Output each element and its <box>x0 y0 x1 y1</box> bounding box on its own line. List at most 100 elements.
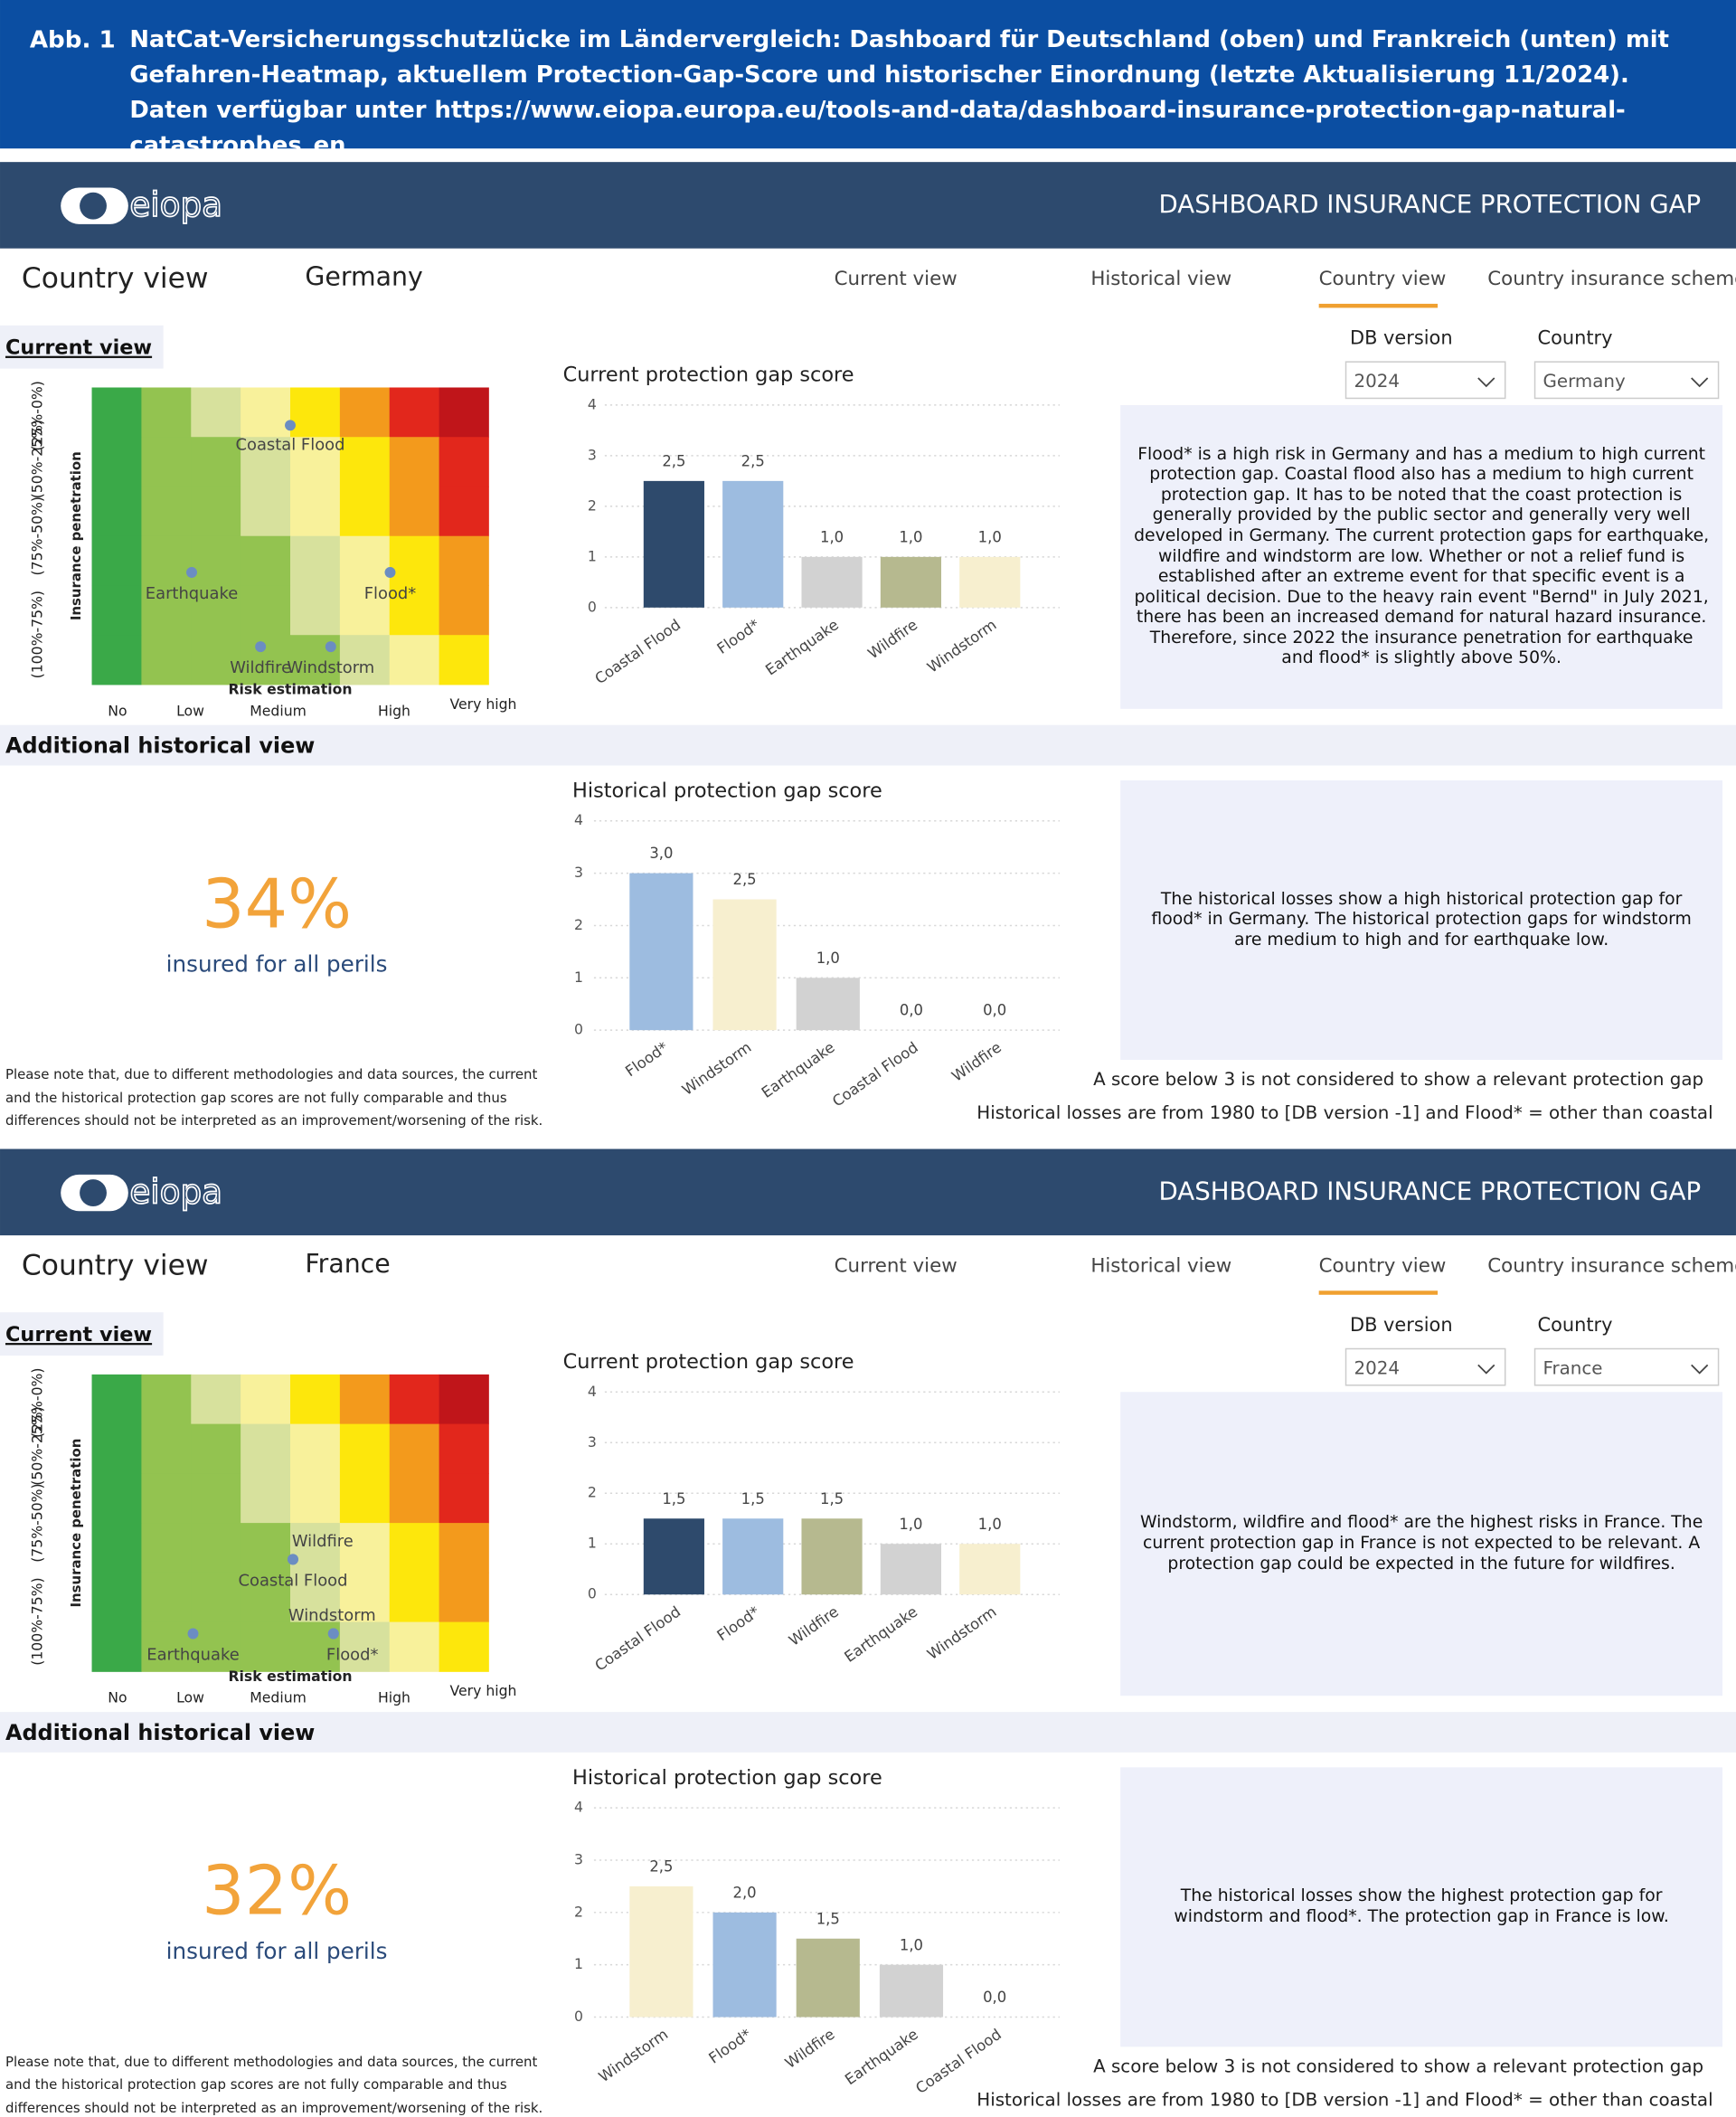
heatmap-cell <box>389 1374 439 1425</box>
value-label: 3,0 <box>649 845 673 862</box>
value-label: 0,0 <box>983 1002 1006 1019</box>
heatmap-cell <box>439 635 489 685</box>
heatmap-cell <box>339 635 391 685</box>
heatmap-cell <box>290 1523 341 1574</box>
nav-item[interactable]: Historical view <box>1090 268 1231 290</box>
x-category-label: Low <box>176 702 204 719</box>
x-tick-label: Wildfire <box>864 616 920 662</box>
nav-item[interactable]: Country insurance scheme <box>1487 1254 1736 1277</box>
heatmap-cell <box>91 437 142 487</box>
value-label: 2,5 <box>741 452 765 469</box>
value-label: 1,0 <box>899 528 922 545</box>
dropdown[interactable] <box>1533 361 1720 400</box>
heatmap-point-label: Coastal Flood <box>238 1571 347 1590</box>
y-tick-label: 1 <box>588 1535 597 1552</box>
section-title: Additional historical view <box>5 1720 315 1745</box>
bar <box>796 1938 860 2018</box>
heatmap-cell <box>339 1572 391 1623</box>
y-axis-label: Insurance penetration <box>68 451 84 620</box>
filter-label: Country <box>1538 1314 1613 1336</box>
x-category-label: High <box>378 1689 410 1706</box>
y-tick-label: 1 <box>588 547 597 564</box>
dropdown-value: Germany <box>1543 371 1625 392</box>
value-label: 1,5 <box>816 1910 840 1927</box>
heatmap-cell <box>91 1473 142 1524</box>
bar <box>880 556 941 608</box>
heatmap-cell <box>241 387 291 438</box>
heatmap-cell <box>339 1374 391 1425</box>
y-tick-label: 0 <box>588 1585 597 1602</box>
heatmap-point <box>285 420 296 431</box>
dropdown-chevron <box>1477 377 1495 388</box>
heatmap-cell <box>439 1621 489 1672</box>
nav-item[interactable]: Current view <box>835 268 958 290</box>
heatmap-cell <box>389 585 439 636</box>
heatmap-cell <box>439 1572 489 1623</box>
value-label: 1,5 <box>662 1490 685 1507</box>
tab-background <box>0 1312 164 1356</box>
heatmap-cell <box>290 1572 341 1623</box>
bar <box>959 556 1021 608</box>
y-tick-label: 4 <box>588 1383 597 1400</box>
bar <box>722 480 784 608</box>
nav-item[interactable]: Current view <box>835 1254 958 1277</box>
bar <box>712 1912 777 2018</box>
x-tick-label: Earthquake <box>762 616 842 678</box>
y-tick-label: 1 <box>574 969 583 986</box>
heatmap-point <box>186 567 197 578</box>
heatmap-cell <box>141 1423 192 1474</box>
heatmap-cell <box>389 1473 439 1524</box>
x-tick-label: Windstorm <box>679 1038 755 1098</box>
text-box <box>1120 780 1723 1060</box>
x-tick-label: Windstorm <box>924 1603 1000 1663</box>
heatmap-cell <box>439 1374 489 1425</box>
heatmap-cell <box>389 1572 439 1623</box>
heatmap-cell <box>339 535 391 586</box>
heatmap-cell <box>439 1423 489 1474</box>
x-category-label: Very high <box>450 1682 517 1699</box>
heatmap-cell <box>91 1572 142 1623</box>
value-label: 2,5 <box>649 1857 673 1875</box>
y-tick-label: 0 <box>588 598 597 615</box>
heatmap-cell <box>141 437 192 487</box>
bar <box>801 556 863 608</box>
dropdown[interactable] <box>1344 361 1506 400</box>
header-title: DASHBOARD INSURANCE PROTECTION GAP <box>1159 189 1702 219</box>
filter-label: DB version <box>1350 1314 1453 1336</box>
header-bar <box>0 162 1736 249</box>
nav-active-underline <box>1318 303 1439 308</box>
logo-emblem-core <box>80 192 107 220</box>
section-tab: Current view <box>5 1323 152 1347</box>
nav-item[interactable]: Country view <box>1319 268 1447 290</box>
section-band <box>0 724 1736 766</box>
y-tick-label: 3 <box>574 1850 583 1867</box>
dropdown[interactable] <box>1344 1347 1506 1386</box>
dropdown[interactable] <box>1533 1347 1720 1386</box>
heatmap-cell <box>339 1423 391 1474</box>
heatmap-cell <box>191 1572 241 1623</box>
current-text: Windstorm, wildfire and flood* are the h… <box>1139 1513 1703 1574</box>
nav-item[interactable]: Country view <box>1319 1254 1447 1277</box>
heatmap-cell <box>389 1621 439 1672</box>
value-label: 1,5 <box>820 1490 844 1507</box>
bar <box>796 978 860 1031</box>
chart-title: Historical protection gap score <box>572 779 882 802</box>
value-label: 1,5 <box>741 1490 765 1507</box>
heatmap-point <box>327 1628 339 1640</box>
heatmap-cell <box>91 1374 142 1425</box>
bar <box>643 480 704 608</box>
note: Please note that, due to different metho… <box>5 2053 543 2116</box>
y-category-label: (25%-0%) <box>28 1367 45 1438</box>
nav-item[interactable]: Historical view <box>1090 1254 1231 1277</box>
caption-text: NatCat-Versicherungsschutzlücke im Lände… <box>129 26 1669 159</box>
heatmap-cell <box>191 1621 241 1672</box>
nav-item[interactable]: Country insurance scheme <box>1487 268 1736 290</box>
bar <box>722 1518 784 1595</box>
value-label: 0,0 <box>983 1989 1006 2006</box>
country-title: Germany <box>305 262 422 292</box>
heatmap-cell <box>290 387 341 438</box>
x-tick-label: Wildfire <box>948 1038 1005 1084</box>
heatmap-point <box>384 567 396 578</box>
value-label: 1,0 <box>978 528 1002 545</box>
